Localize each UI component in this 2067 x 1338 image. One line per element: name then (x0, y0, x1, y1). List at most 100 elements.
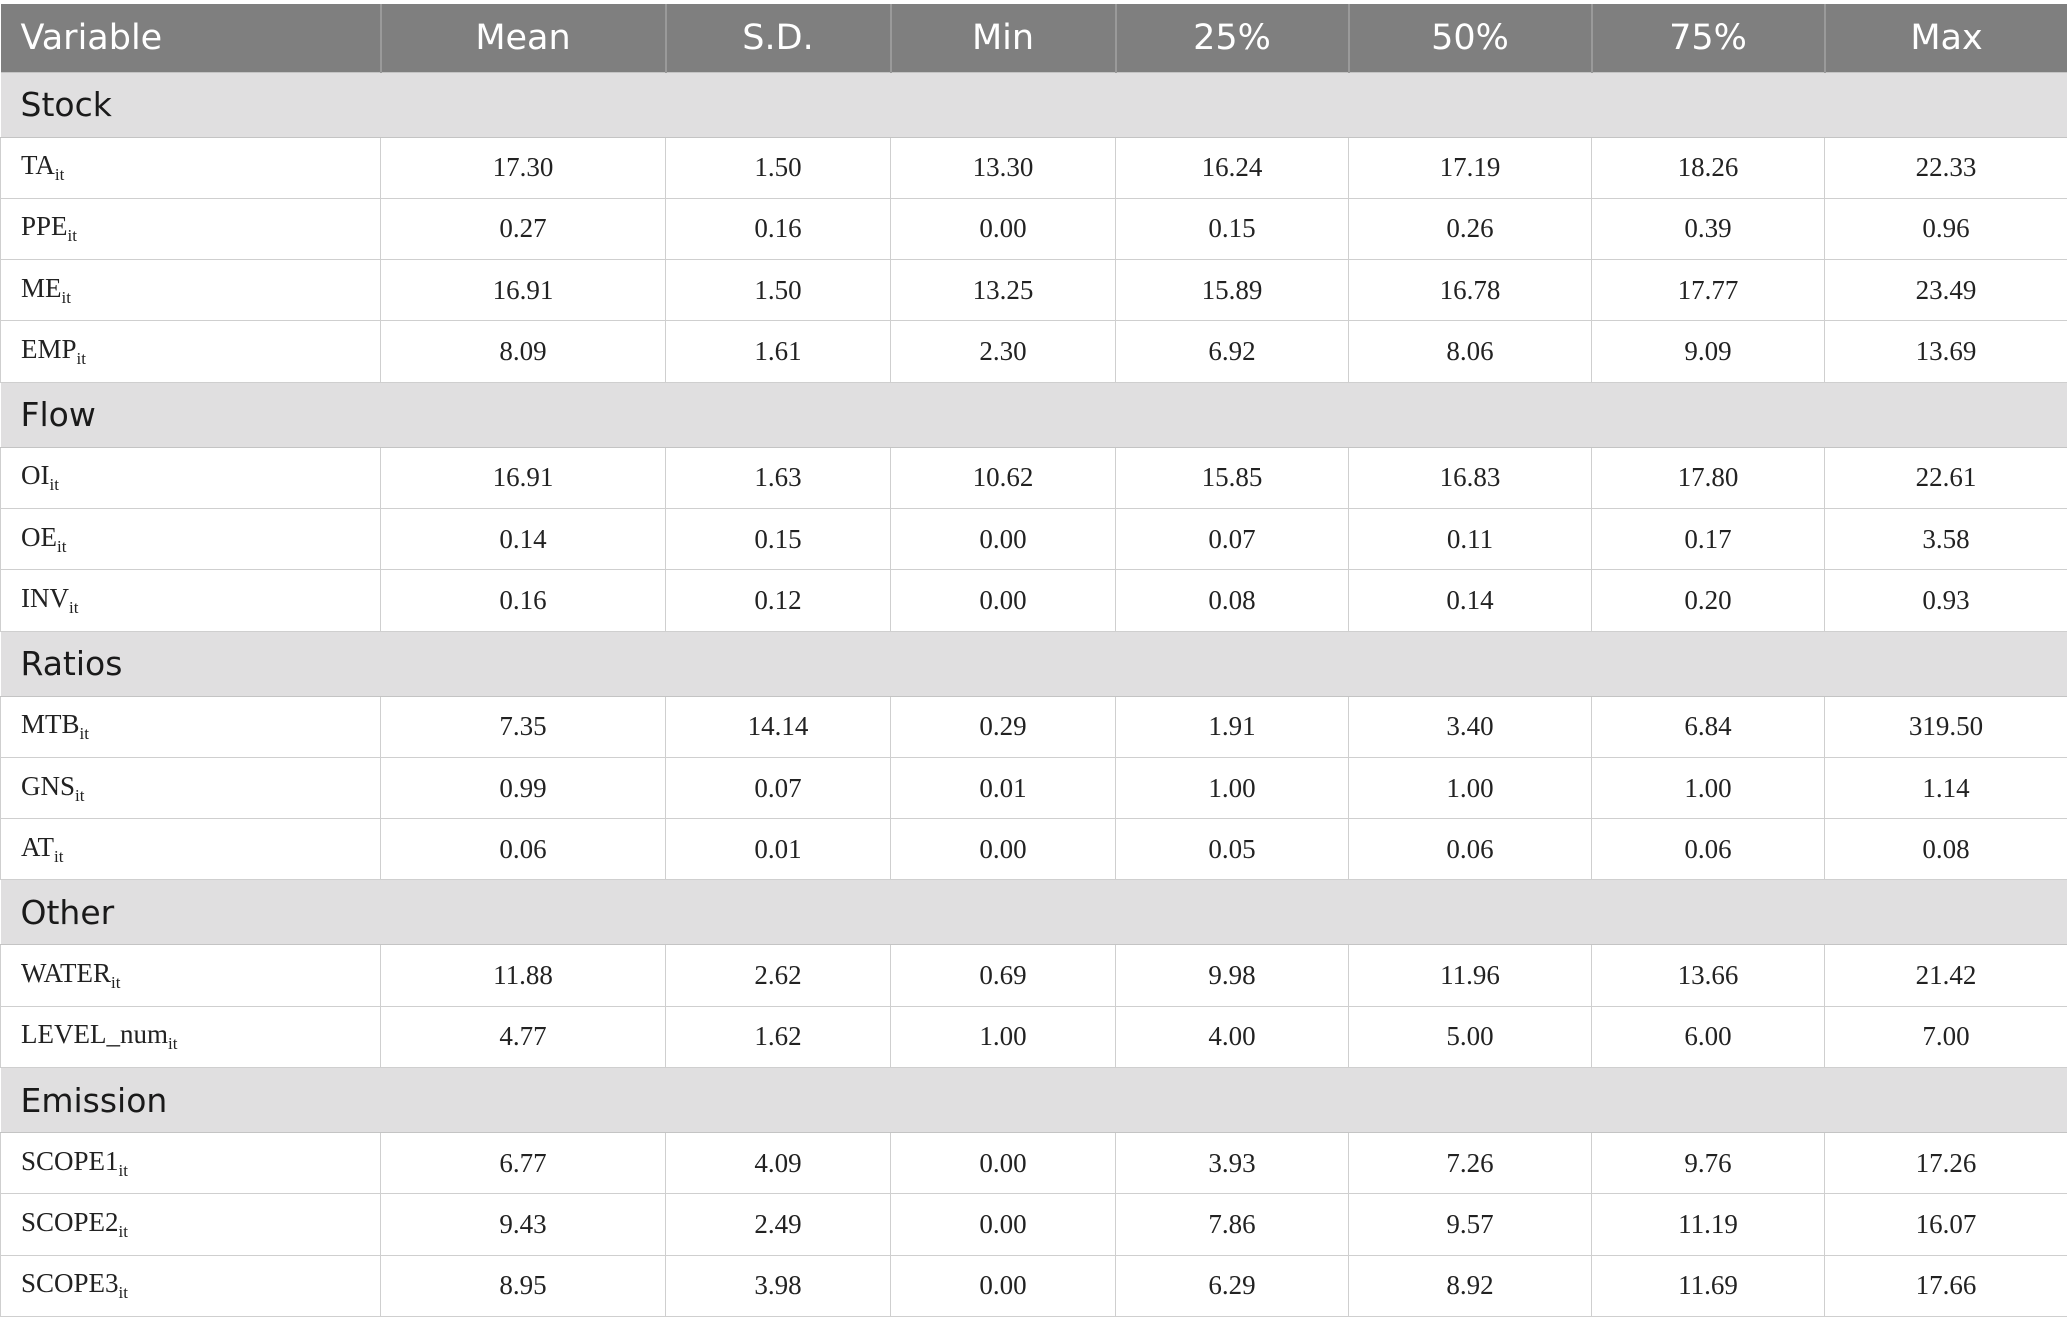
value-cell: 17.77 (1591, 259, 1825, 322)
value-cell: 0.00 (890, 1254, 1116, 1317)
value-cell: 15.89 (1115, 259, 1349, 322)
variable-name: MTB (21, 709, 80, 740)
value-cell: 9.57 (1348, 1193, 1592, 1256)
value-cell: 7.35 (380, 695, 666, 758)
variable-subscript: it (57, 536, 67, 556)
value-cell: 0.01 (890, 756, 1116, 820)
variable-subscript: it (49, 475, 59, 495)
value-cell: 4.77 (380, 1005, 666, 1069)
value-cell: 4.00 (1115, 1005, 1349, 1069)
value-cell: 0.16 (665, 197, 891, 261)
variable-subscript: it (111, 973, 121, 993)
value-cell: 0.08 (1824, 818, 2067, 881)
value-cell: 6.77 (380, 1132, 666, 1195)
value-cell: 14.14 (665, 695, 891, 758)
table-row: OIit 16.91 1.63 10.62 15.85 16.83 17.80 22.61 (0, 446, 2067, 509)
value-cell: 1.62 (665, 1005, 891, 1069)
variable-subscript: it (54, 846, 64, 866)
variable-name: LEVEL_num (21, 1019, 168, 1050)
variable-subscript: it (69, 597, 79, 617)
value-cell: 0.99 (380, 756, 666, 820)
section-title: Flow (0, 381, 2067, 448)
table-row: OEit 0.14 0.15 0.00 0.07 0.11 0.17 3.58 (0, 507, 2067, 571)
value-cell: 1.00 (1115, 756, 1349, 820)
header-row: Variable Mean S.D. Min 25% 50% 75% Max (0, 4, 2067, 72)
variable-name: TA (21, 150, 55, 181)
table-row: ATit 0.06 0.01 0.00 0.05 0.06 0.06 0.08 (0, 818, 2067, 881)
value-cell: 0.00 (890, 1132, 1116, 1195)
value-cell: 0.14 (380, 507, 666, 571)
value-cell: 15.85 (1115, 446, 1349, 509)
section-row: Ratios (0, 630, 2067, 697)
variable-subscript: it (79, 724, 89, 744)
header-min: Min (889, 4, 1116, 72)
value-cell: 0.05 (1115, 818, 1349, 881)
header-mean: Mean (379, 4, 666, 72)
section-title: Ratios (0, 630, 2067, 697)
header-variable: Variable (0, 4, 381, 72)
value-cell: 2.30 (890, 320, 1116, 383)
variable-subscript: it (118, 1222, 128, 1241)
value-cell: 7.00 (1824, 1005, 2067, 1069)
value-cell: 13.30 (890, 136, 1116, 199)
variable-subscript: it (54, 165, 65, 185)
value-cell: 8.95 (380, 1254, 666, 1317)
value-cell: 7.86 (1115, 1193, 1349, 1256)
table-body: Stock TAit 17.30 1.50 13.30 16.24 17.19 18.26 22… (0, 71, 2067, 1317)
value-cell: 17.66 (1824, 1254, 2067, 1317)
section-title: Emission (0, 1067, 2067, 1134)
table-row: EMPit 8.09 1.61 2.30 6.92 8.06 9.09 13.69 (0, 320, 2067, 383)
value-cell: 6.00 (1591, 1005, 1825, 1069)
value-cell: 13.66 (1591, 944, 1825, 1007)
variable-cell: PPEit (0, 197, 381, 261)
variable-name: PPE (21, 211, 68, 242)
variable-cell: SCOPE3it (0, 1254, 381, 1317)
value-cell: 1.63 (665, 446, 891, 509)
value-cell: 0.00 (890, 197, 1116, 261)
table-row: WATERit 11.88 2.62 0.69 9.98 11.96 13.66 21.42 (0, 944, 2067, 1007)
value-cell: 0.11 (1348, 507, 1592, 571)
variable-name: GNS (21, 770, 76, 801)
value-cell: 11.69 (1591, 1254, 1825, 1317)
value-cell: 3.58 (1824, 507, 2067, 571)
value-cell: 1.50 (665, 259, 891, 322)
value-cell: 8.06 (1348, 320, 1592, 383)
value-cell: 11.88 (380, 944, 666, 1007)
table-row: SCOPE2it 9.43 2.49 0.00 7.86 9.57 11.19 16.07 (0, 1193, 2067, 1256)
value-cell: 4.09 (665, 1132, 891, 1195)
value-cell: 17.80 (1591, 446, 1825, 509)
value-cell: 11.19 (1591, 1193, 1825, 1256)
value-cell: 11.96 (1348, 944, 1592, 1007)
variable-name: AT (21, 831, 54, 862)
value-cell: 16.91 (380, 259, 666, 322)
section-row: Emission (0, 1067, 2067, 1134)
section-title: Stock (0, 71, 2067, 138)
variable-subscript: it (76, 349, 86, 369)
table-row: SCOPE1it 6.77 4.09 0.00 3.93 7.26 9.76 17.26 (0, 1132, 2067, 1195)
variable-name: EMP (21, 334, 77, 365)
value-cell: 0.14 (1348, 569, 1592, 632)
value-cell: 9.76 (1591, 1132, 1825, 1195)
value-cell: 0.06 (380, 818, 666, 881)
value-cell: 2.49 (665, 1193, 891, 1256)
value-cell: 1.14 (1824, 756, 2067, 820)
value-cell: 16.91 (380, 446, 666, 509)
value-cell: 17.26 (1824, 1132, 2067, 1195)
value-cell: 0.39 (1591, 197, 1825, 261)
value-cell: 3.93 (1115, 1132, 1349, 1195)
variable-cell: LEVEL_numit (0, 1005, 381, 1069)
value-cell: 0.15 (665, 507, 891, 571)
value-cell: 0.27 (380, 197, 666, 261)
value-cell: 0.00 (890, 507, 1116, 571)
variable-cell: SCOPE2it (0, 1193, 381, 1256)
value-cell: 3.40 (1348, 695, 1592, 758)
variable-cell: MTBit (0, 695, 381, 758)
variable-cell: OEit (0, 507, 381, 571)
table-row: INVit 0.16 0.12 0.00 0.08 0.14 0.20 0.93 (0, 569, 2067, 632)
variable-cell: MEit (0, 259, 381, 322)
table-row: GNSit 0.99 0.07 0.01 1.00 1.00 1.00 1.14 (0, 756, 2067, 820)
value-cell: 10.62 (890, 446, 1116, 509)
value-cell: 0.00 (890, 818, 1116, 881)
value-cell: 0.12 (665, 569, 891, 632)
variable-name: OE (21, 521, 57, 552)
